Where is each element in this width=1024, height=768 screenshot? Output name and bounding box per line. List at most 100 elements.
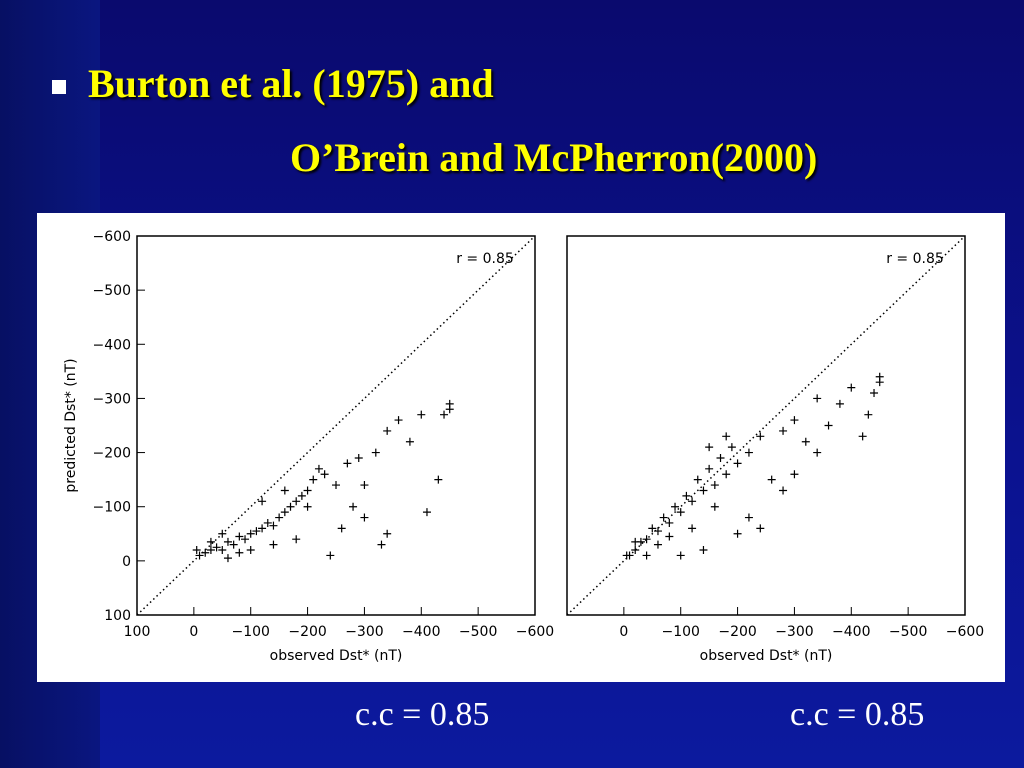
x-tick-label: −100: [231, 624, 269, 640]
point: [847, 383, 856, 392]
point: [659, 513, 668, 522]
point: [377, 540, 386, 549]
x-tick-label: 100: [124, 624, 151, 640]
point: [337, 524, 346, 533]
plot-frame: [136, 235, 536, 616]
point: [371, 448, 380, 457]
point: [756, 432, 765, 441]
point: [824, 421, 833, 430]
point: [733, 459, 742, 468]
point: [269, 521, 278, 530]
point: [722, 432, 731, 441]
point: [246, 546, 255, 555]
point: [235, 548, 244, 557]
x-tick-label: 0: [189, 624, 198, 640]
point: [297, 491, 306, 500]
point: [235, 532, 244, 541]
x-tick-label: −500: [459, 624, 497, 640]
point: [676, 508, 685, 517]
point: [665, 532, 674, 541]
point: [394, 416, 403, 425]
point: [693, 475, 702, 484]
y-tick-label: −300: [93, 391, 131, 407]
point: [280, 486, 289, 495]
point: [710, 502, 719, 511]
reference-line: [136, 235, 536, 616]
point: [309, 475, 318, 484]
point: [631, 537, 640, 546]
point: [343, 459, 352, 468]
point: [622, 551, 631, 560]
point: [813, 448, 822, 457]
point: [218, 529, 227, 538]
point: [303, 502, 312, 511]
x-tick-label: 0: [619, 624, 628, 640]
point: [383, 426, 392, 435]
point: [206, 537, 215, 546]
point: [727, 443, 736, 452]
point: [354, 453, 363, 462]
point: [303, 486, 312, 495]
x-tick-label: −600: [946, 624, 984, 640]
point: [642, 551, 651, 560]
figure-panel: 100 0 −100 −200 −300 −400 −500 −600 100 0 −100 −200…: [37, 213, 1005, 682]
figure: 100 0 −100 −200 −300 −400 −500 −600 100 0 −100 −200…: [63, 229, 984, 664]
point: [790, 470, 799, 479]
caption: c.c = 0.85: [355, 696, 490, 733]
y-tick-label: 100: [104, 608, 131, 624]
title-line: O’Brein and McPherron(2000): [290, 135, 818, 180]
point: [263, 518, 272, 527]
point: [756, 524, 765, 533]
caption: c.c = 0.85: [790, 696, 925, 733]
point: [744, 513, 753, 522]
point: [241, 535, 250, 544]
x-tick-label: −200: [718, 624, 756, 640]
point: [212, 543, 221, 552]
y-tick-label: −400: [93, 337, 131, 353]
point: [705, 464, 714, 473]
bullet: [52, 80, 66, 94]
plot-frame: [566, 235, 966, 616]
point: [665, 518, 674, 527]
point: [206, 546, 215, 555]
x-tick-label: −400: [832, 624, 870, 640]
point: [688, 497, 697, 506]
point: [642, 535, 651, 544]
point: [192, 546, 201, 555]
point: [864, 410, 873, 419]
point: [710, 481, 719, 490]
point: [870, 389, 879, 398]
point: [716, 453, 725, 462]
point: [434, 475, 443, 484]
point: [320, 470, 329, 479]
point: [332, 481, 340, 490]
point: [223, 554, 232, 563]
x-tick-label: −500: [889, 624, 927, 640]
point: [653, 527, 662, 536]
point: [417, 410, 426, 419]
point: [631, 546, 640, 555]
reference-line: [566, 235, 966, 616]
point: [422, 508, 431, 517]
point: [349, 502, 358, 511]
y-tick-label: −200: [93, 446, 131, 462]
y-tick-label: 0: [122, 554, 131, 570]
point: [858, 432, 867, 441]
x-tick-label: −600: [516, 624, 554, 640]
point: [314, 464, 323, 473]
point: [779, 426, 788, 435]
point: [201, 548, 210, 557]
point: [258, 524, 267, 533]
x-tick-label: −100: [661, 624, 699, 640]
point: [682, 491, 691, 500]
point: [733, 529, 742, 538]
annotation: r = 0.85: [456, 251, 514, 267]
point: [688, 524, 697, 533]
point: [246, 529, 255, 538]
point: [790, 416, 799, 425]
point: [705, 443, 714, 452]
point: [744, 448, 753, 457]
point: [699, 486, 708, 495]
point: [252, 527, 261, 536]
